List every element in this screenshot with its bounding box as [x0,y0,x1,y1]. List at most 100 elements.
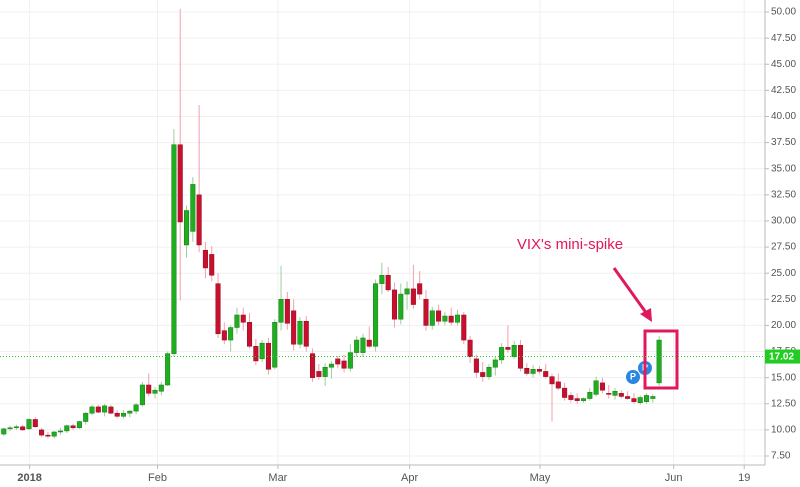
candle-body [158,384,164,392]
candle-body [612,390,618,396]
y-tick-label: 7.50 [771,451,791,462]
candle-body [32,419,38,428]
y-tick-label: 10.00 [771,425,796,436]
candle-body [530,369,536,374]
candle-body [209,254,215,276]
candle-body [127,410,133,414]
candle-body [454,314,461,323]
x-tick-label: Jun [665,472,683,484]
candle-body [580,398,587,401]
candle-body [76,421,82,429]
candle-body [461,314,467,341]
candle-body [322,366,328,377]
y-tick-label: 27.50 [771,242,796,253]
candle-body [39,429,45,436]
last-price-tag [765,349,800,364]
candle-body [511,345,517,358]
y-tick-label: 25.00 [771,268,796,279]
candle-body [215,283,221,335]
candle-body [7,427,13,430]
candle-body [221,330,227,341]
y-tick-label: 45.00 [771,59,796,70]
candle-body [196,194,202,246]
x-tick-label: Feb [148,472,167,484]
candle-body [291,310,297,345]
candle-body [599,382,605,391]
candle-body [165,353,171,386]
candle-body [366,339,372,347]
annotation-arrowhead [640,308,652,322]
candle-body [64,425,70,432]
candle-body [379,275,385,284]
candle-body [593,380,599,395]
candle-body [120,412,127,417]
candle-body [45,434,51,437]
annotation: VIX's mini-spike [517,236,679,390]
candle-body [51,431,57,437]
candle-body [278,299,284,323]
candle-body [114,412,120,417]
candle-body [297,320,303,345]
x-tick-label: 2018 [17,472,41,484]
candle-body [202,249,208,269]
candle-body [417,283,423,295]
candle-body [391,289,397,320]
candle-body [562,387,568,398]
candle-body [95,406,101,413]
candle-body [253,346,259,362]
candle-body [631,398,637,402]
candle-body [272,322,278,368]
candle-body [83,412,89,422]
candle-body [234,314,240,328]
candle-body [574,398,580,401]
candle-body [555,381,561,389]
candle-body [13,426,19,429]
candle-body [423,299,429,326]
candle-body [644,395,650,402]
candle-body [20,426,26,431]
candle-body [637,397,643,403]
candle-body [354,339,360,353]
grid [0,0,765,465]
candle-body [328,363,334,368]
candle-body [486,366,492,377]
candle-body [524,368,530,374]
candle-body [347,352,353,369]
y-tick-label: 30.00 [771,216,796,227]
x-tick-label: 19 [738,472,750,484]
candle-body [473,358,479,373]
y-tick-label: 32.50 [771,189,796,200]
candle-body [284,299,290,324]
candle-body [442,315,448,322]
candle-body [70,425,76,429]
candle-body [618,393,624,397]
candle-body [259,342,265,360]
annotation-arrow [612,267,649,315]
y-tick-label: 47.50 [771,33,796,44]
candle-body [247,322,253,347]
candle-body [303,320,309,347]
y-tick-label: 20.00 [771,320,796,331]
candles [1,8,662,439]
candle-body [492,359,498,368]
event-marker[interactable] [626,370,640,384]
y-tick-label: 50.00 [771,7,796,18]
y-tick-label: 22.50 [771,294,796,305]
y-tick-label: 35.00 [771,163,796,174]
candle-body [57,430,64,433]
candle-body [410,288,416,305]
candle-body [467,339,473,358]
candle-body [656,339,662,384]
y-tick-label: 42.50 [771,85,796,96]
candle-body [499,347,505,361]
candle-body [1,428,7,435]
candle-body [448,315,454,323]
candle-body [480,372,486,377]
candle-body [190,184,196,232]
y-tick-label: 12.50 [771,398,796,409]
candle-body [146,384,152,394]
x-tick-label: Apr [401,472,418,484]
candle-body [316,371,322,377]
